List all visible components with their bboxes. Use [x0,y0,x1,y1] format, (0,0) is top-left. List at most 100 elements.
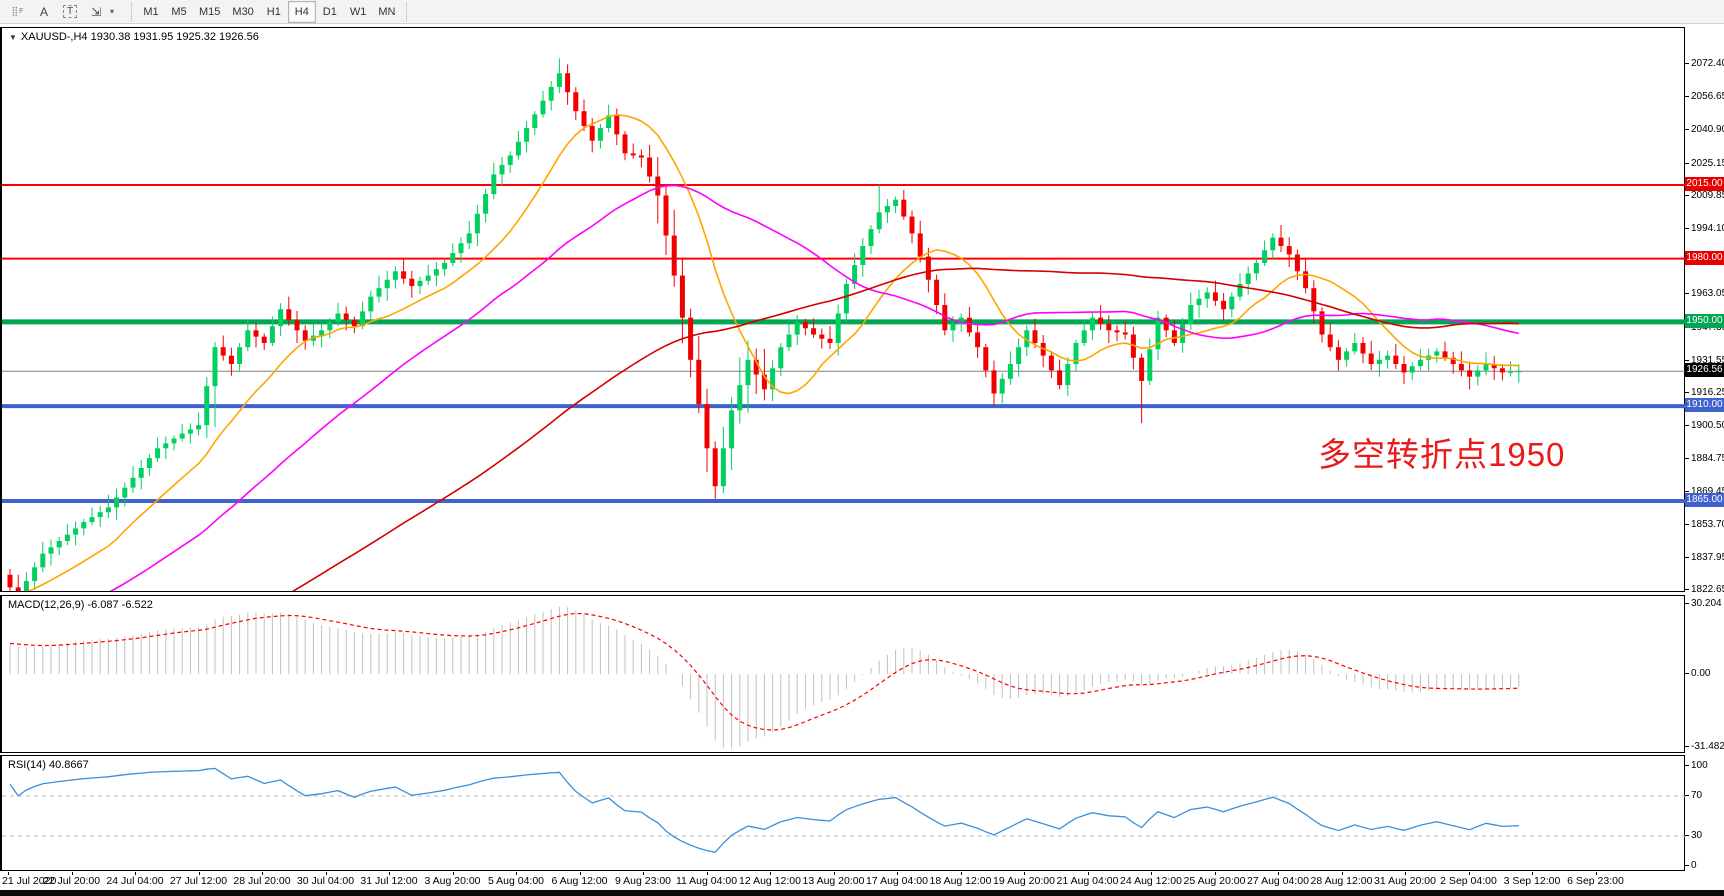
time-label: 24 Jul 04:00 [106,875,164,887]
time-tick [8,872,9,875]
macd-tick-label: -31.482 [1685,740,1724,753]
rsi-line [9,767,1519,854]
rsi-tick-label: 0 [1685,859,1724,872]
time-label: 3 Aug 20:00 [424,875,481,887]
timeframe-button-m30[interactable]: M30 [232,5,254,18]
time-tick [325,872,327,875]
time-tick [770,872,771,875]
toolbar-separator [131,2,132,21]
timeframe-button-m15[interactable]: M15 [199,5,221,18]
time-tick [198,872,200,875]
time-label: 25 Aug 20:00 [1183,875,1246,887]
main-price-pane[interactable] [0,27,1685,592]
time-label: 11 Aug 04:00 [675,875,738,887]
price-tick-label: 2025.15 [1685,157,1724,170]
time-label: 18 Aug 12:00 [929,875,992,887]
macd-pane[interactable] [0,595,1685,753]
price-tick-label: 1916.25 [1685,386,1724,399]
time-tick [1278,872,1279,875]
price-badge-1926.56: 1926.56 [1685,363,1724,378]
time-tick [1024,872,1025,875]
time-label: 28 Jul 20:00 [233,875,291,887]
time-tick [1595,872,1597,875]
object-arrows-icon[interactable]: ⇲ [90,4,102,19]
macd-signal-line [9,612,1519,731]
time-tick [1214,872,1216,875]
candles-group [7,58,1522,591]
price-badge-1980.00: 1980.00 [1685,250,1724,265]
time-tick [960,872,962,875]
time-label: 22 Jul 20:00 [42,875,101,887]
timeframe-group: M1 M5 M15 M30 H1 H4 D1 W1 MN [137,0,401,24]
timeframe-button-d1[interactable]: D1 [322,5,337,18]
price-tick-label: 1900.50 [1685,419,1724,432]
price-badge-1950.00: 1950.00 [1685,313,1724,328]
time-tick [833,872,835,875]
time-label: 21 Aug 04:00 [1056,875,1119,887]
timeframe-button-m1[interactable]: M1 [143,5,159,18]
time-label: 9 Aug 23:00 [614,875,672,887]
time-label: 6 Aug 12:00 [551,875,608,887]
macd-tick-label: 0.00 [1685,667,1724,680]
ma-mid-line [109,184,1519,591]
time-label: 27 Aug 04:00 [1247,875,1309,887]
time-tick [579,872,581,875]
price-badge-1865.00: 1865.00 [1685,492,1724,507]
time-tick [643,872,644,875]
time-tick [1468,872,1470,875]
time-label: 31 Jul 12:00 [360,875,418,887]
time-label: 5 Aug 04:00 [487,875,545,887]
time-tick [1532,872,1533,875]
time-label: 17 Aug 04:00 [866,875,928,887]
toolbar-separator-2 [406,2,408,21]
price-tick-label: 1963.05 [1685,287,1724,300]
price-tick-label: 1931.55 [1685,354,1724,367]
chart-window: ▼ XAUUSD-,H4 1930.38 1931.95 1925.32 1926… [0,24,1724,896]
time-tick [1087,872,1089,875]
rsi-tick-label: 100 [1685,759,1724,772]
dropdown-caret-icon[interactable]: ▾ [110,7,115,16]
time-label: 3 Sep 12:00 [1503,875,1561,887]
macd-histogram [9,606,1520,749]
price-tick-label: 2072.40 [1685,57,1724,70]
timeframe-button-h1[interactable]: H1 [266,5,281,18]
time-tick [1151,872,1152,875]
time-label: 13 Aug 20:00 [802,875,865,887]
rsi-pane[interactable] [0,755,1685,871]
symbol-info-line: ▼ XAUUSD-,H4 1930.38 1931.95 1925.32 1926… [9,31,259,43]
time-tick [389,872,390,875]
price-tick-label: 1869.45 [1685,485,1724,498]
price-tick-label: 1853.70 [1685,518,1724,531]
bottom-edge-strip [0,890,1724,896]
time-tick [71,872,73,875]
time-tick [516,872,517,875]
timeframe-button-m5[interactable]: M5 [171,5,187,18]
ma-fast-line [26,113,1519,591]
period-separators-icon[interactable]: ⣿ F [11,6,25,16]
ma-slow-line [292,267,1519,591]
timeframe-button-h4[interactable]: H4 [287,0,316,23]
price-tick-label: 2009.85 [1685,189,1724,202]
time-label: 6 Sep 23:00 [1567,875,1624,887]
time-tick [452,872,454,875]
time-label: 30 Jul 04:00 [296,875,355,887]
price-badge-1910.00: 1910.00 [1685,398,1724,413]
chart-annotation-text: 多空转折点1950 [1318,436,1566,473]
time-label: 21 Jul 2020 [2,875,57,887]
time-tick [897,872,898,875]
toolbar-object-icons: ⣿ F A T ⇲ ▾ [0,2,126,22]
price-tick-label: 1837.95 [1685,551,1724,564]
time-label: 28 Aug 12:00 [1310,875,1373,887]
price-tick-label: 1994.10 [1685,222,1724,235]
rsi-tick-label: 70 [1685,789,1724,802]
text-label-icon[interactable]: A [39,4,48,19]
timeframe-button-mn[interactable]: MN [378,5,396,18]
symbol-collapse-triangle-icon[interactable]: ▼ [9,33,17,42]
price-tick-label: 2056.65 [1685,90,1724,103]
timeframe-button-w1[interactable]: W1 [349,5,367,18]
time-label: 27 Jul 12:00 [169,875,228,887]
price-tick-label: 1822.65 [1685,583,1724,596]
text-box-icon[interactable]: T [58,2,82,22]
time-label: 12 Aug 12:00 [739,875,801,887]
rsi-tick-label: 30 [1685,829,1724,842]
